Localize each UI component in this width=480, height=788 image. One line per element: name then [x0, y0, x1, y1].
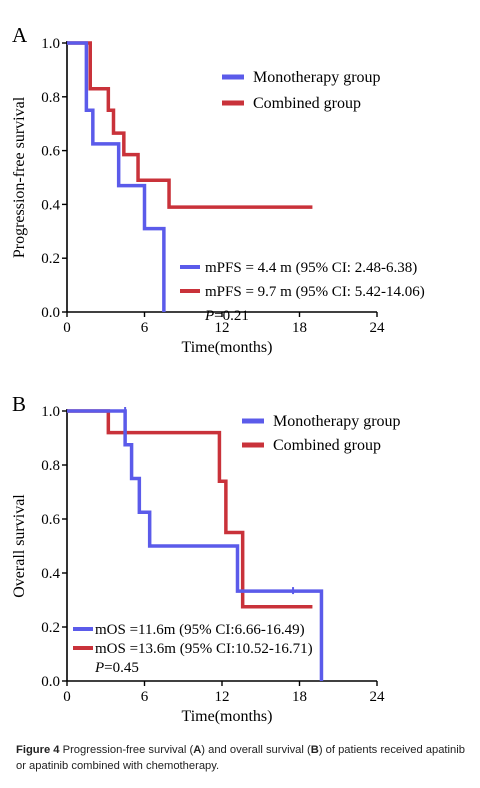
panel-b-x-tick-label: 24 [370, 689, 386, 705]
panel-b-y-tick-label: 1.0 [41, 404, 60, 420]
panel-a-x-tick-label: 12 [215, 320, 230, 336]
panel-a-x-axis-label: Time(months) [182, 339, 273, 356]
caption-text-1: Progression-free survival ( [59, 744, 194, 756]
panel-a-label: A [12, 23, 28, 47]
panel-b-annotation-median: mOS =11.6m (95% CI:6.66-16.49) [95, 622, 305, 638]
panel-b-x-tick-label: 12 [215, 689, 230, 705]
panel-b-p-value: P=0.45 [94, 660, 139, 676]
caption-panel-a: A [193, 744, 202, 756]
panel-a-x-tick-label: 18 [292, 320, 307, 336]
panel-a-y-tick-label: 1.0 [41, 36, 60, 52]
caption-text-3: ) of patients received apatinib or apati… [16, 744, 465, 772]
panel-a-y-tick-label: 0.4 [41, 197, 60, 213]
panel-a-x-tick-label: 24 [370, 320, 386, 336]
panel-b-y-tick-label: 0.6 [41, 512, 60, 528]
panel-b-annotation-median: mOS =13.6m (95% CI:10.52-16.71) [95, 641, 313, 657]
caption-text-2: ) and overall survival ( [201, 744, 311, 756]
panel-a-x-tick-label: 6 [141, 320, 149, 336]
panel-b-x-tick-label: 6 [141, 689, 149, 705]
panel-a-legend-label-combined: Combined group [253, 95, 361, 112]
panel-a-y-tick-label: 0.6 [41, 144, 60, 160]
figure-canvas: A 0.0 0.2 0.4 0.6 0.8 1.0 0 6 12 18 24 Time(months) P… [11, 23, 425, 725]
panel-b-y-tick-label: 0.2 [41, 620, 60, 636]
panel-a-y-tick-label: 0.0 [41, 305, 60, 321]
panel-b-y-tick-label: 0.8 [41, 458, 60, 474]
panel-b-legend-label-combined: Combined group [273, 437, 381, 454]
panel-a-p-symbol: P [204, 308, 214, 324]
panel-b-label: B [12, 392, 26, 416]
figure-caption: Figure 4 Progression-free survival (A) a… [16, 742, 471, 774]
panel-b-x-tick-label: 18 [292, 689, 307, 705]
panel-b-y-axis-label: Overall survival [11, 494, 28, 598]
panel-b-p-number: =0.45 [104, 660, 139, 676]
panel-a-y-tick-label: 0.8 [41, 90, 60, 106]
panel-a-legend-label-monotherapy: Monotherapy group [253, 69, 381, 86]
caption-panel-b: B [310, 744, 319, 756]
panel-a-series-monotherapy-line [67, 41, 166, 312]
panel-a-y-tick-label: 0.2 [41, 251, 60, 267]
panel-b-p-symbol: P [94, 660, 104, 676]
panel-a-p-number: =0.21 [214, 308, 249, 324]
panel-b-series-monotherapy-line [67, 409, 324, 681]
panel-b-legend-label-monotherapy: Monotherapy group [273, 413, 401, 430]
panel-b-y-tick-label: 0.4 [41, 566, 60, 582]
panel-b-x-tick-label: 0 [63, 689, 71, 705]
panel-b-series-combined-line [67, 409, 313, 609]
panel-b-y-tick-label: 0.0 [41, 674, 60, 690]
panel-a-annotation-median: mPFS = 9.7 m (95% CI: 5.42-14.06) [205, 284, 425, 300]
panel-a-x-tick-label: 0 [63, 320, 71, 336]
panel-a-annotation-median: mPFS = 4.4 m (95% CI: 2.48-6.38) [205, 260, 417, 276]
caption-figure-label: Figure 4 [16, 744, 60, 756]
panel-a-series-combined-line [67, 41, 313, 209]
panel-a-y-axis-label: Progression-free survival [11, 96, 28, 258]
panel-b-x-axis-label: Time(months) [182, 708, 273, 725]
panel-a-p-value: P=0.21 [204, 308, 249, 324]
